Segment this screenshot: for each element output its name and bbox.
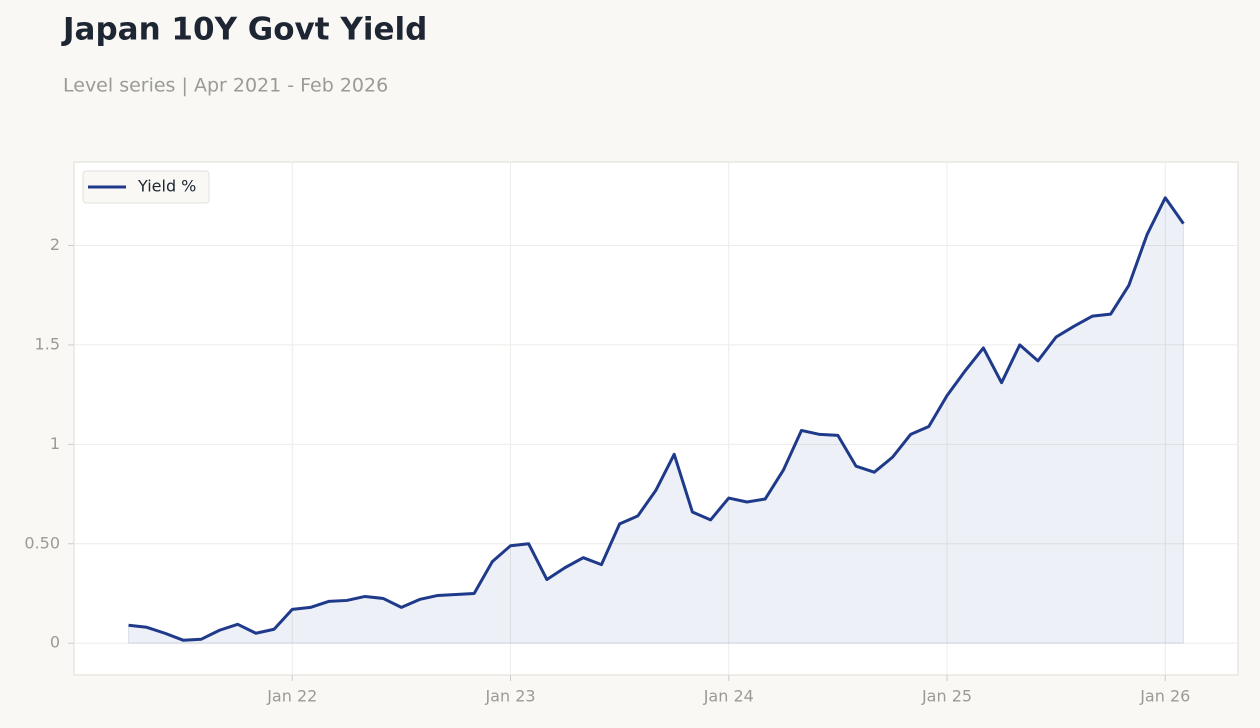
chart-title: Japan 10Y Govt Yield [61, 12, 427, 48]
x-tick-label: Jan 22 [266, 687, 317, 706]
chart-subtitle: Level series | Apr 2021 - Feb 2026 [63, 75, 388, 97]
x-tick-label: Jan 23 [484, 687, 535, 706]
x-tick-label: Jan 26 [1139, 687, 1190, 706]
y-tick-label: 2 [50, 235, 60, 254]
legend-label: Yield % [137, 177, 196, 196]
y-tick-label: 1.5 [35, 334, 60, 353]
plot-area [73, 161, 1239, 676]
x-tick-label: Jan 24 [703, 687, 754, 706]
x-tick-label: Jan 25 [921, 687, 972, 706]
line [128, 196, 1185, 642]
legend-box [82, 170, 210, 204]
y-tick-label: 1 [50, 434, 60, 453]
y-tick-label: 0 [50, 633, 60, 652]
y-tick-label: 0.50 [24, 533, 60, 552]
